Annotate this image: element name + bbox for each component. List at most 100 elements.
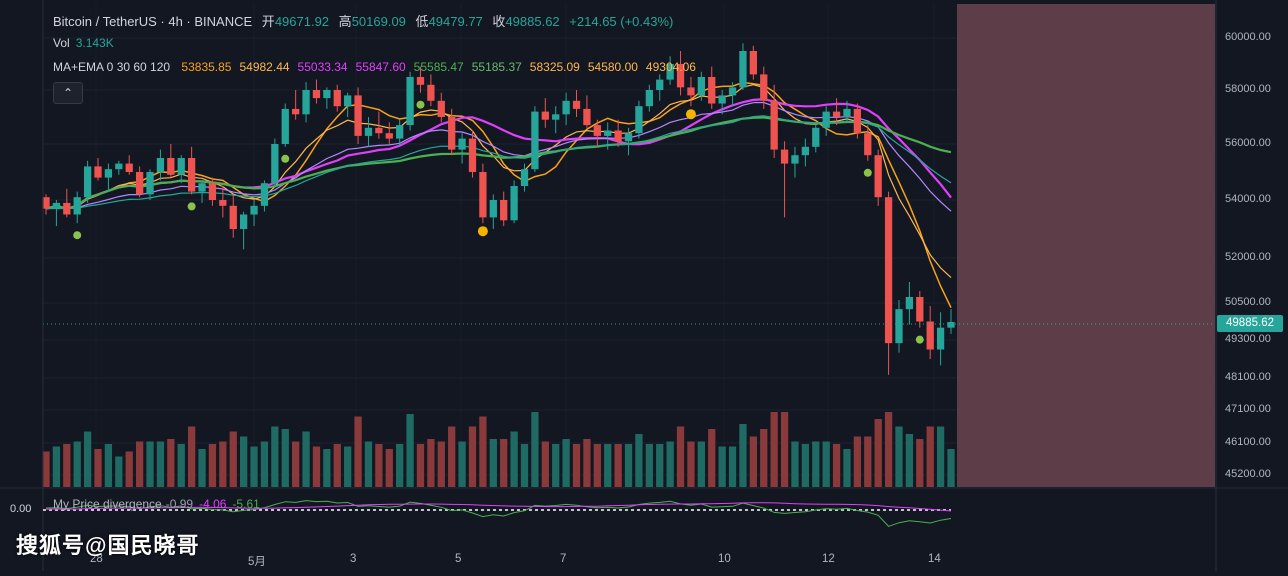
candle-body[interactable] <box>458 138 466 150</box>
ma-legend[interactable]: MA+EMA 0 30 60 120 53835.85 54982.44 55033… <box>53 60 696 74</box>
candle-body[interactable] <box>645 90 653 107</box>
candle-body[interactable] <box>437 100 445 117</box>
candle-body[interactable] <box>396 125 404 139</box>
candle-body[interactable] <box>832 111 841 117</box>
candle-body[interactable] <box>874 155 882 198</box>
candle-body[interactable] <box>916 297 924 322</box>
candle-body[interactable] <box>416 77 425 85</box>
candle-body[interactable] <box>895 309 903 344</box>
candle-body[interactable] <box>936 327 945 350</box>
candle-body[interactable] <box>250 205 258 215</box>
candle-body[interactable] <box>812 127 820 147</box>
volume-bar <box>94 449 102 487</box>
candle-body[interactable] <box>760 74 768 101</box>
candle-body[interactable] <box>292 108 300 115</box>
candle-body[interactable] <box>115 163 123 170</box>
candle-body[interactable] <box>312 90 321 99</box>
candle-body[interactable] <box>583 108 591 126</box>
collapse-legend-button[interactable]: ⌃ <box>53 82 83 104</box>
candle-body[interactable] <box>83 166 92 198</box>
candle-body[interactable] <box>468 138 477 172</box>
candle-body[interactable] <box>229 205 237 229</box>
candle-body[interactable] <box>780 149 789 164</box>
candle-body[interactable] <box>104 169 113 178</box>
candle-body[interactable] <box>520 169 529 186</box>
candle-body[interactable] <box>73 197 81 215</box>
candle-body[interactable] <box>364 127 373 136</box>
candle-body[interactable] <box>572 100 581 109</box>
candle-body[interactable] <box>614 130 622 142</box>
candle-body[interactable] <box>718 95 726 104</box>
volume-legend[interactable]: Vol 3.143K <box>53 36 114 50</box>
candle-body[interactable] <box>552 114 560 120</box>
candle-body[interactable] <box>375 127 383 134</box>
candle-body[interactable] <box>146 172 154 195</box>
candle-body[interactable] <box>354 95 362 136</box>
candle-body[interactable] <box>260 183 269 206</box>
indicator-legend[interactable]: My Price divergence -0.99 -4.06 -5.61 <box>53 497 260 511</box>
candle-body[interactable] <box>344 95 352 107</box>
candle-body[interactable] <box>52 202 61 209</box>
candle-body[interactable] <box>94 166 102 178</box>
candle-body[interactable] <box>853 108 862 134</box>
candle-body[interactable] <box>656 79 664 90</box>
low-label: 低 <box>415 14 429 29</box>
candle-body[interactable] <box>687 87 695 96</box>
candle-body[interactable] <box>198 183 206 192</box>
candle-body[interactable] <box>593 125 601 136</box>
candle-body[interactable] <box>135 172 144 195</box>
candle-body[interactable] <box>167 158 175 175</box>
candle-body[interactable] <box>479 172 487 218</box>
candle-body[interactable] <box>500 200 508 221</box>
candle-body[interactable] <box>42 197 50 209</box>
candle-body[interactable] <box>427 84 435 101</box>
candle-body[interactable] <box>219 200 227 206</box>
candle-body[interactable] <box>271 144 279 184</box>
candle-body[interactable] <box>801 146 810 156</box>
candle-body[interactable] <box>947 321 955 328</box>
candle-body[interactable] <box>208 183 217 200</box>
candle-body[interactable] <box>822 111 830 128</box>
candle-body[interactable] <box>864 133 872 156</box>
candle-body[interactable] <box>489 200 497 218</box>
candle-body[interactable] <box>728 87 737 96</box>
candle-body[interactable] <box>448 117 456 150</box>
candle-body[interactable] <box>770 100 778 150</box>
candle-body[interactable] <box>385 133 393 139</box>
candle-body[interactable] <box>323 90 331 99</box>
candle-body[interactable] <box>604 130 612 136</box>
candle-body[interactable] <box>749 51 757 75</box>
candle-body[interactable] <box>240 214 248 230</box>
candle-body[interactable] <box>406 77 414 126</box>
volume-bar <box>572 444 581 487</box>
candle-body[interactable] <box>708 77 716 104</box>
candle-body[interactable] <box>156 158 165 172</box>
candle-body[interactable] <box>676 64 685 88</box>
candle-body[interactable] <box>884 197 893 344</box>
candle-body[interactable] <box>63 202 71 215</box>
candle-body[interactable] <box>666 64 674 80</box>
candle-body[interactable] <box>510 186 518 221</box>
candle-body[interactable] <box>333 90 341 107</box>
volume-bar <box>83 431 92 487</box>
candles[interactable] <box>42 43 955 375</box>
candle-body[interactable] <box>531 111 539 170</box>
candle-body[interactable] <box>791 155 799 164</box>
candle-body[interactable] <box>562 100 570 115</box>
open-label: 开 <box>261 14 275 29</box>
candle-body[interactable] <box>624 133 633 142</box>
candle-body[interactable] <box>302 90 310 115</box>
candle-body[interactable] <box>697 77 705 96</box>
candle-body[interactable] <box>281 108 289 144</box>
candle-body[interactable] <box>843 108 851 117</box>
candle-body[interactable] <box>177 158 185 175</box>
candle-body[interactable] <box>541 111 549 120</box>
candle-body[interactable] <box>926 321 934 350</box>
candle-body[interactable] <box>125 163 133 172</box>
candle-body[interactable] <box>739 51 747 88</box>
candle-body[interactable] <box>905 297 914 310</box>
candle-body[interactable] <box>187 158 196 192</box>
candle-body[interactable] <box>635 106 643 134</box>
